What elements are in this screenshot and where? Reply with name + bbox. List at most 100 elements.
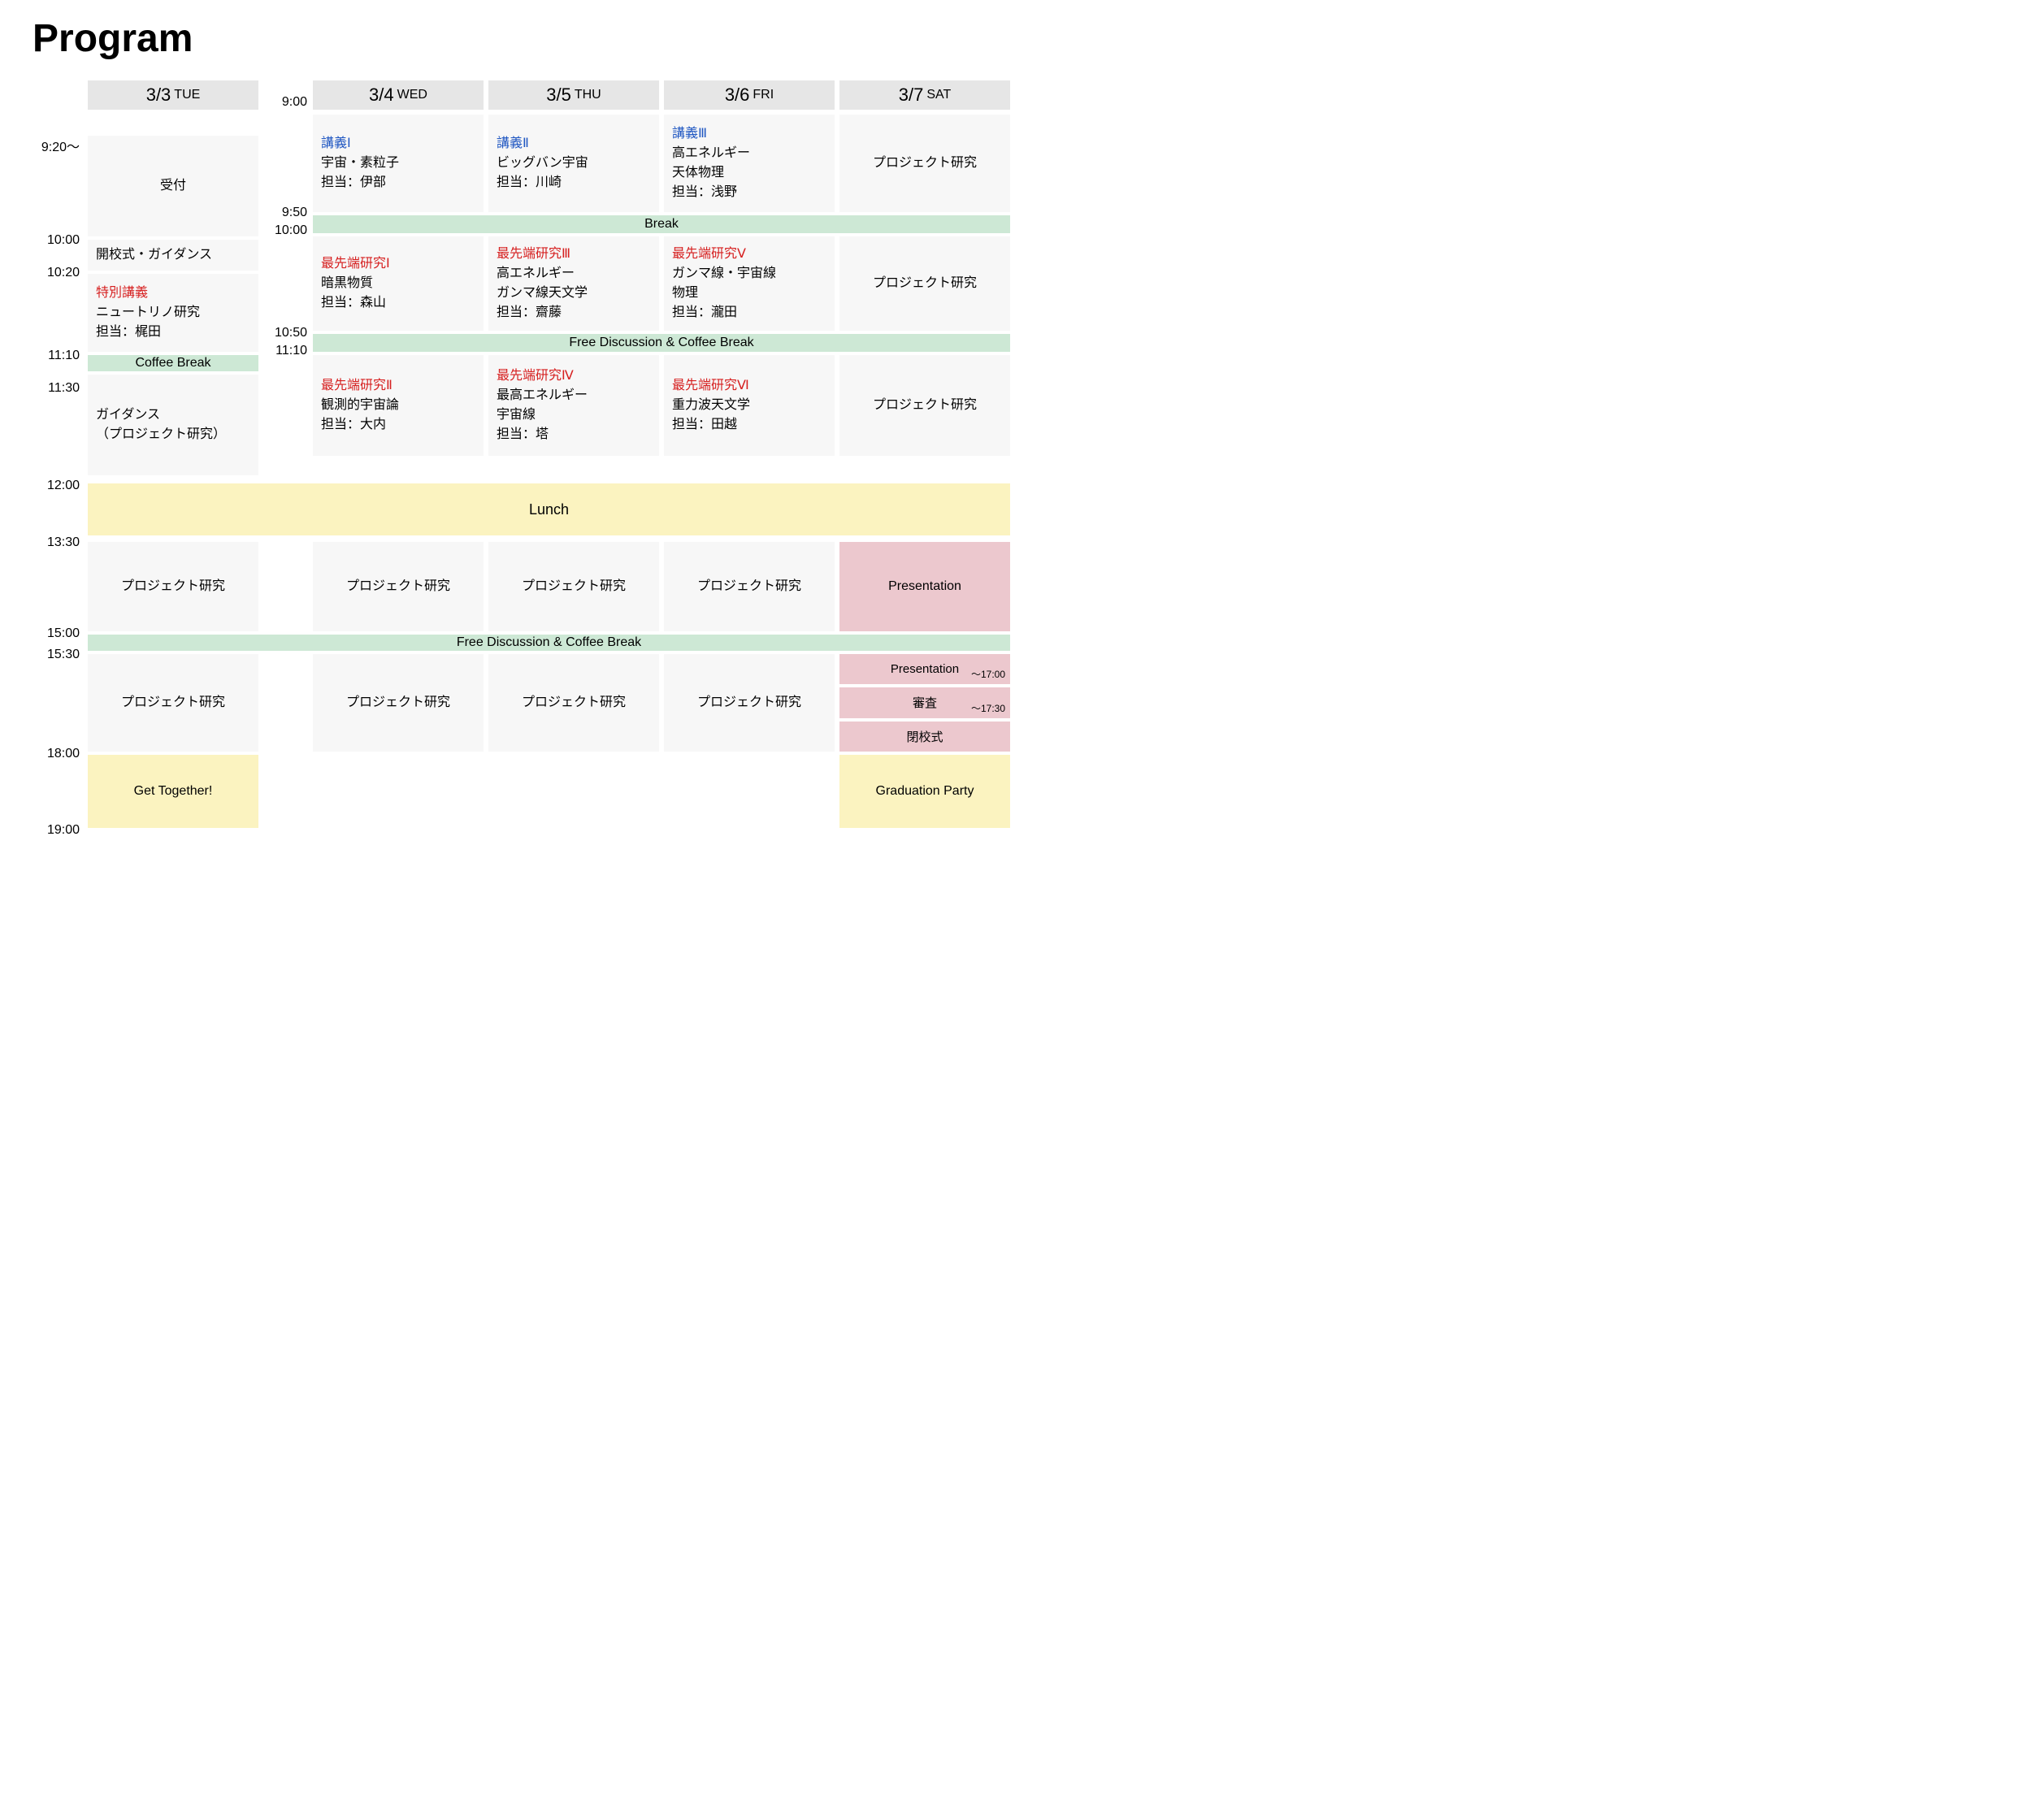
cell-text: 担当：田越 xyxy=(672,415,826,435)
get-together-band: Get Together! xyxy=(88,755,258,828)
cell-text: 審査 xyxy=(913,694,937,711)
presentation-cell: Presentation xyxy=(839,542,1010,631)
cell-text: 担当：森山 xyxy=(321,293,475,313)
schedule-cell: プロジェクト研究 xyxy=(488,654,659,752)
cell-text: 宇宙線 xyxy=(497,405,651,425)
band-text: Free Discussion & Coffee Break xyxy=(569,336,753,350)
cell-text: Presentation xyxy=(888,577,961,596)
cell-text: ガンマ線天文学 xyxy=(497,284,651,303)
header-dow: WED xyxy=(397,88,427,102)
band-text: Coffee Break xyxy=(135,356,210,370)
cell-text: 物理 xyxy=(672,284,826,303)
cell-text: 担当：川崎 xyxy=(497,173,651,193)
cell-text: ガイダンス xyxy=(96,405,250,425)
cell-text: 最高エネルギー xyxy=(497,386,651,405)
page-title: Program xyxy=(33,16,2010,61)
sat-late-stack: Presentation ～17:00 審査 ～17:30 閉校式 xyxy=(839,654,1010,752)
cell-text: 最先端研究Ⅰ xyxy=(321,254,475,274)
header-date: 3/7 xyxy=(899,84,924,106)
schedule-cell: 受付 xyxy=(88,136,258,236)
header-thu: 3/5 THU xyxy=(488,80,659,110)
schedule-cell: プロジェクト研究 xyxy=(88,654,258,752)
schedule-cell: 講義Ⅰ宇宙・素粒子担当：伊部 xyxy=(313,115,484,212)
cell-text: 担当：瀧田 xyxy=(672,303,826,323)
cell-text: 講義Ⅲ xyxy=(672,124,826,144)
cell-time: ～17:30 xyxy=(971,701,1005,715)
cell-text: ビッグバン宇宙 xyxy=(497,154,651,173)
cell-text: 講義Ⅱ xyxy=(497,134,651,154)
header-fri: 3/6 FRI xyxy=(664,80,835,110)
discussion-band-2: Free Discussion & Coffee Break xyxy=(88,635,1010,651)
time-label: 11:30 xyxy=(48,381,80,396)
lunch-band: Lunch xyxy=(88,483,1010,535)
header-date: 3/4 xyxy=(369,84,394,106)
header-date: 3/6 xyxy=(725,84,750,106)
cell-text: 最先端研究Ⅴ xyxy=(672,245,826,264)
cell-text: プロジェクト研究 xyxy=(121,693,225,713)
cell-text: プロジェクト研究 xyxy=(697,693,801,713)
time-label: 19:00 xyxy=(47,823,80,838)
schedule-cell: プロジェクト研究 xyxy=(88,542,258,631)
schedule-cell: 最先端研究Ⅴガンマ線・宇宙線物理担当：瀧田 xyxy=(664,236,835,331)
cell-text: 特別講義 xyxy=(96,284,250,303)
schedule-cell: プロジェクト研究 xyxy=(839,236,1010,331)
schedule-cell: 講義Ⅲ高エネルギー天体物理担当：浅野 xyxy=(664,115,835,212)
cell-text: 開校式・ガイダンス xyxy=(96,245,250,265)
schedule-cell: 最先端研究Ⅵ重力波天文学担当：田越 xyxy=(664,355,835,456)
time-label: 9:20～ xyxy=(41,136,80,155)
time-label: 11:10 xyxy=(48,349,80,363)
header-date: 3/3 xyxy=(146,84,171,106)
cell-text: プロジェクト研究 xyxy=(346,693,450,713)
cell-text: 最先端研究Ⅳ xyxy=(497,366,651,386)
sat-presentation: Presentation ～17:00 xyxy=(839,654,1010,684)
time-label: 9:00 xyxy=(282,95,307,110)
cell-text: 高エネルギー xyxy=(672,144,826,163)
schedule-cell: プロジェクト研究 xyxy=(664,542,835,631)
cell-text: 担当：大内 xyxy=(321,415,475,435)
cell-text: 担当：塔 xyxy=(497,425,651,444)
time-label: 15:00 xyxy=(47,626,80,641)
schedule-cell: ガイダンス（プロジェクト研究） xyxy=(88,375,258,475)
cell-text: 担当：齋藤 xyxy=(497,303,651,323)
cell-text: 観測的宇宙論 xyxy=(321,396,475,415)
cell-text: 講義Ⅰ xyxy=(321,134,475,154)
cell-text: 担当：伊部 xyxy=(321,173,475,193)
cell-text: プロジェクト研究 xyxy=(346,577,450,596)
cell-time: ～17:00 xyxy=(971,667,1005,681)
cell-text: 宇宙・素粒子 xyxy=(321,154,475,173)
band-text: Graduation Party xyxy=(876,784,974,799)
header-dow: SAT xyxy=(926,88,951,102)
header-dow: THU xyxy=(575,88,601,102)
schedule-cell: プロジェクト研究 xyxy=(839,115,1010,212)
cell-text: 暗黒物質 xyxy=(321,274,475,293)
discussion-band-1: Free Discussion & Coffee Break xyxy=(313,334,1010,352)
schedule-cell: 最先端研究Ⅱ観測的宇宙論担当：大内 xyxy=(313,355,484,456)
cell-text: 最先端研究Ⅵ xyxy=(672,376,826,396)
schedule-cell: プロジェクト研究 xyxy=(313,654,484,752)
cell-text: プロジェクト研究 xyxy=(873,154,977,173)
schedule-cell: 最先端研究Ⅲ高エネルギーガンマ線天文学担当：齋藤 xyxy=(488,236,659,331)
time-label: 10:00 xyxy=(275,223,307,238)
time-label: 18:00 xyxy=(47,747,80,761)
cell-text: 受付 xyxy=(160,176,186,196)
band-text: Break xyxy=(644,217,679,232)
header-date: 3/5 xyxy=(546,84,571,106)
band-text: Get Together! xyxy=(134,784,213,799)
schedule-cell: 開校式・ガイダンス xyxy=(88,240,258,271)
schedule-cell: プロジェクト研究 xyxy=(488,542,659,631)
cell-text: プロジェクト研究 xyxy=(522,577,626,596)
schedule-grid: 3/3 TUE 3/4 WED 3/5 THU 3/6 FRI 3/7 SAT … xyxy=(33,80,1089,909)
header-wed: 3/4 WED xyxy=(313,80,484,110)
sat-review: 審査 ～17:30 xyxy=(839,687,1010,717)
schedule-cell: 最先端研究Ⅳ最高エネルギー宇宙線担当：塔 xyxy=(488,355,659,456)
time-label: 15:30 xyxy=(47,648,80,662)
cell-text: 最先端研究Ⅲ xyxy=(497,245,651,264)
time-label: 12:00 xyxy=(47,479,80,493)
cell-text: 担当：梶田 xyxy=(96,323,250,342)
header-dow: TUE xyxy=(174,88,200,102)
schedule-cell: プロジェクト研究 xyxy=(664,654,835,752)
header-dow: FRI xyxy=(753,88,774,102)
sat-closing: 閉校式 xyxy=(839,722,1010,752)
schedule-cell: プロジェクト研究 xyxy=(313,542,484,631)
cell-text: 重力波天文学 xyxy=(672,396,826,415)
